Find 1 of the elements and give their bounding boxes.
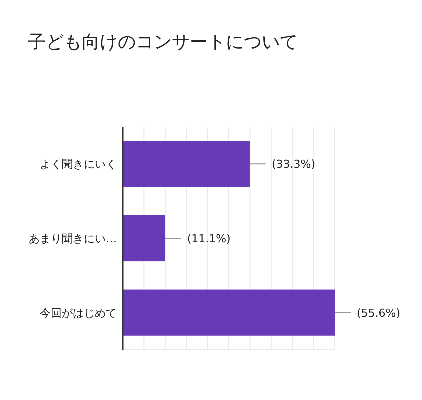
title: 子ども向けのコンサートについて [28,31,298,55]
